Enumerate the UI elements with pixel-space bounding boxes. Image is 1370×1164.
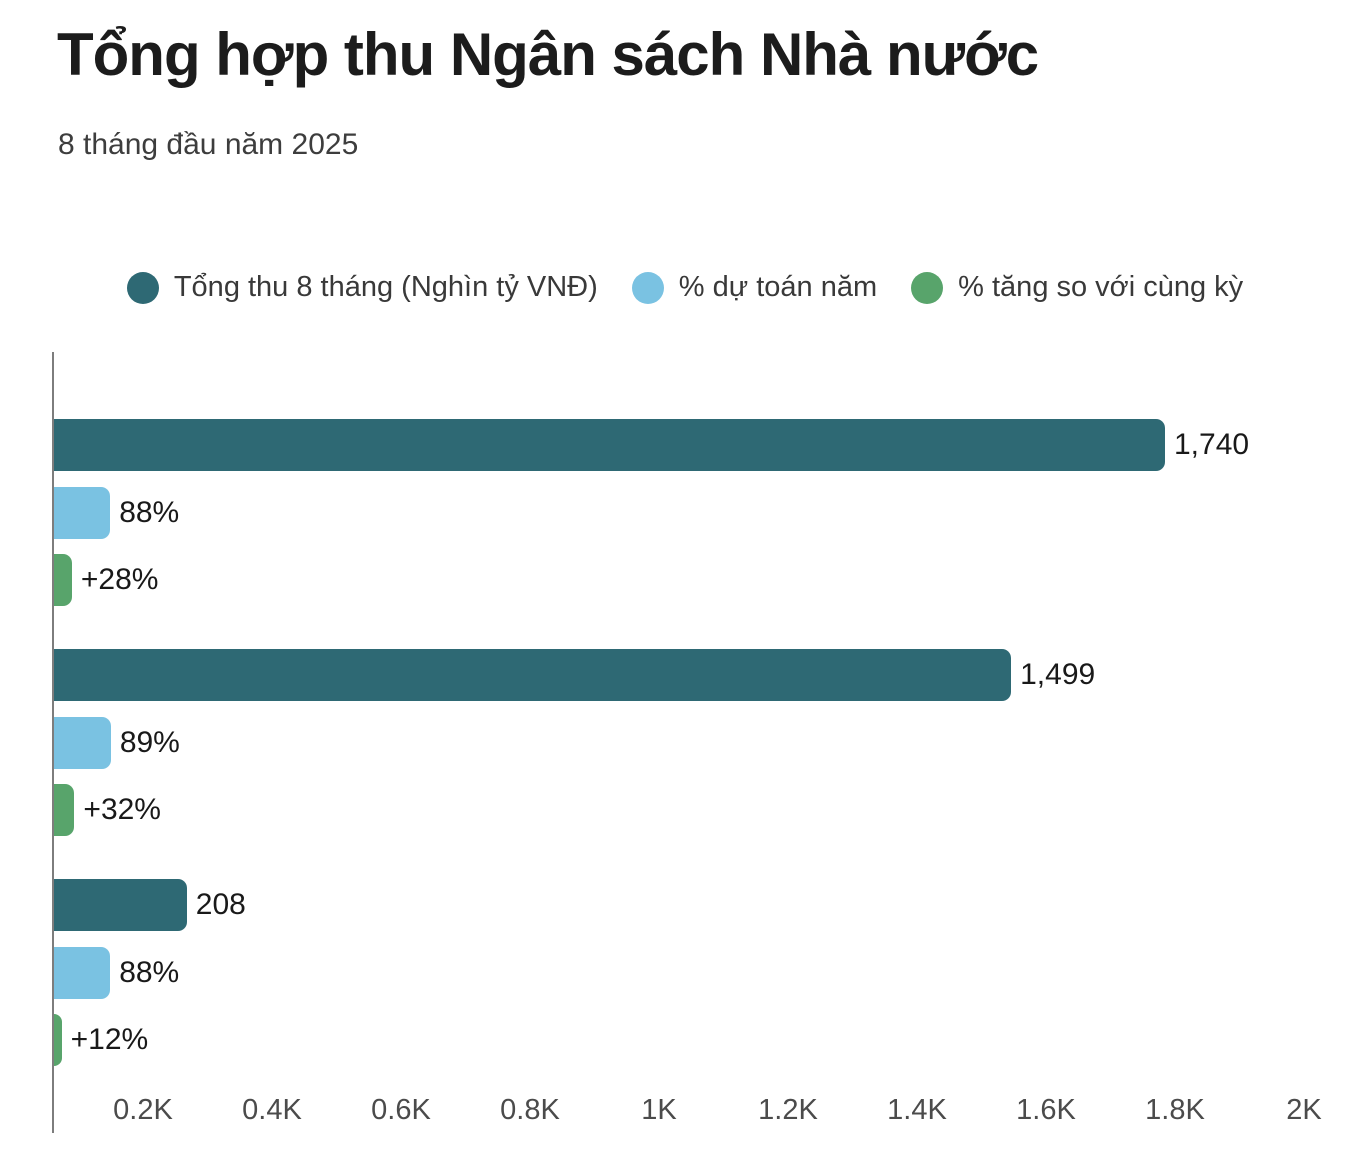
x-tick-1.8K: 1.8K (1145, 1094, 1205, 1126)
legend-swatch-icon (126, 271, 159, 304)
bar-row: 1,740 (54, 419, 1331, 471)
bar-value-label: +12% (70, 1023, 149, 1056)
legend-item-3[interactable]: % tăng so với cùng kỳ (911, 271, 1243, 304)
bar-series2-row3[interactable] (54, 947, 111, 999)
bar-row: 88% (54, 947, 1331, 999)
x-tick-1.2K: 1.2K (758, 1094, 818, 1126)
bar-value-label: +28% (80, 563, 159, 596)
bar-series1-row1[interactable] (54, 419, 1165, 471)
bar-series3-row2[interactable] (54, 784, 75, 836)
bar-value-label: 88% (119, 496, 180, 529)
legend-label: Tổng thu 8 tháng (Nghìn tỷ VNĐ) (173, 271, 598, 303)
legend: Tổng thu 8 tháng (Nghìn tỷ VNĐ) % dự toán… (0, 271, 1370, 304)
bar-value-label: +32% (83, 793, 161, 826)
x-tick-1.6K: 1.6K (1016, 1094, 1076, 1126)
bar-series1-row2[interactable] (54, 649, 1012, 701)
chart-subtitle: 8 tháng đầu năm 2025 (58, 128, 359, 161)
bar-value-label: 88% (119, 956, 180, 989)
x-tick-2K: 2K (1286, 1094, 1322, 1126)
bar-row: 89% (54, 717, 1331, 769)
bar-row: 208 (54, 879, 1331, 931)
plot-area: 1,740 88% +28% 1,499 89% +32% 208 88% +12% (54, 352, 1331, 1133)
legend-item-1[interactable]: Tổng thu 8 tháng (Nghìn tỷ VNĐ) (126, 271, 598, 304)
bar-series3-row3[interactable] (54, 1014, 62, 1066)
x-tick-0.8K: 0.8K (500, 1094, 560, 1126)
bar-value-label: 1,499 (1020, 658, 1096, 691)
legend-swatch-icon (631, 271, 664, 304)
legend-item-2[interactable]: % dự toán năm (631, 271, 878, 304)
chart-title: Tổng hợp thu Ngân sách Nhà nước (57, 21, 1039, 88)
legend-label: % tăng so với cùng kỳ (958, 271, 1244, 303)
x-tick-1K: 1K (641, 1094, 677, 1126)
legend-label: % dự toán năm (678, 271, 878, 303)
bar-series2-row1[interactable] (54, 487, 111, 539)
x-tick-0.2K: 0.2K (113, 1094, 173, 1126)
y-axis-line (52, 352, 54, 1133)
bar-chart: 1,740 88% +28% 1,499 89% +32% 208 88% +12% 0.2K 0… (0, 352, 1370, 1133)
bar-row: +32% (54, 784, 1331, 836)
bar-value-label: 1,740 (1173, 428, 1250, 461)
bar-series1-row3[interactable] (54, 879, 187, 931)
legend-swatch-icon (911, 271, 944, 304)
x-tick-0.4K: 0.4K (242, 1094, 302, 1126)
bar-series3-row1[interactable] (54, 554, 72, 606)
bar-series2-row2[interactable] (54, 717, 111, 769)
x-axis-ticks: 0.2K 0.4K 0.6K 0.8K 1K 1.2K 1.4K 1.6K 1.8K 2K (14, 1094, 1322, 1128)
bar-row: 1,499 (54, 649, 1331, 701)
x-tick-0.6K: 0.6K (371, 1094, 431, 1126)
bar-row: 88% (54, 487, 1331, 539)
bar-row: +12% (54, 1014, 1331, 1066)
bar-value-label: 89% (119, 726, 180, 759)
bar-row: +28% (54, 554, 1331, 606)
x-tick-1.4K: 1.4K (887, 1094, 947, 1126)
bar-value-label: 208 (195, 888, 246, 921)
